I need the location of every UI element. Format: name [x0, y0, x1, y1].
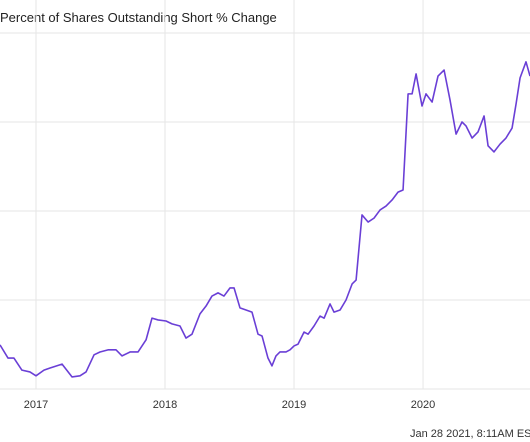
grid [0, 0, 530, 390]
chart-title: Percent of Shares Outstanding Short % Ch… [0, 10, 277, 25]
footer: Jan 28 2021, 8:11AM EST. Power [410, 428, 530, 440]
x-tick-label: 2019 [282, 399, 306, 411]
plot-area [0, 61, 530, 378]
x-tick-label: 2018 [153, 399, 177, 411]
line-series [0, 61, 530, 378]
x-tick-label: 2017 [24, 399, 48, 411]
x-tick-label: 2020 [411, 399, 435, 411]
